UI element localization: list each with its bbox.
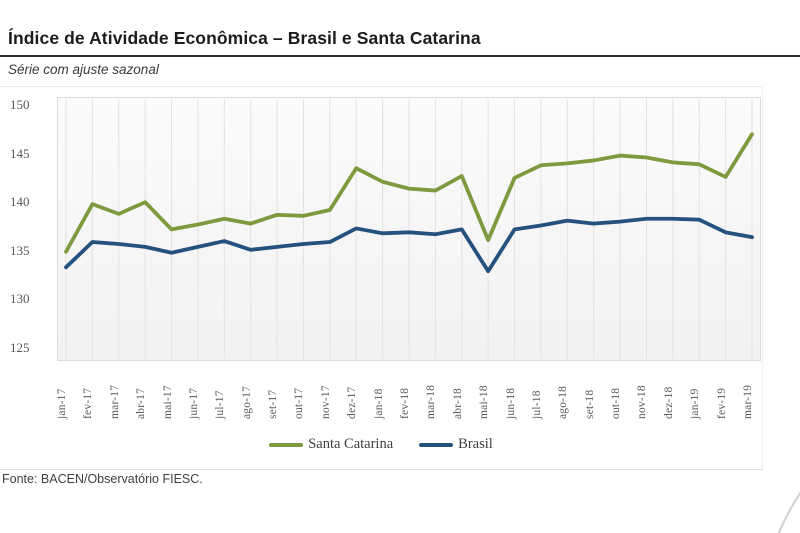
decorative-arc — [760, 390, 800, 533]
y-axis-label: 125 — [10, 339, 30, 355]
x-axis-label: mar-19 — [742, 384, 754, 419]
legend-label: Santa Catarina — [308, 436, 394, 452]
page-title: Índice de Atividade Econômica – Brasil e… — [8, 28, 481, 48]
x-axis-label: ago-18 — [557, 385, 570, 419]
chart-region: 150 145 140 135 130 125 jan-17 fev-17 mar-17 abr… — [0, 86, 763, 470]
x-axis-label: jan-19 — [689, 388, 702, 419]
x-axis-label: jul-17 — [214, 390, 227, 419]
page-subtitle: Série com ajuste sazonal — [8, 62, 159, 77]
series-line-santa-catarina — [64, 132, 754, 254]
x-axis-label: jul-18 — [530, 390, 543, 419]
x-axis-label: abr-17 — [135, 388, 148, 419]
x-axis-label: fev-18 — [399, 387, 411, 419]
x-axis-label: mai-18 — [478, 385, 491, 419]
line-swatch-icon — [419, 442, 454, 447]
x-axis-label: fev-19 — [715, 387, 728, 419]
x-axis-label: nov-18 — [636, 385, 649, 419]
x-axis-label: out-17 — [293, 387, 306, 419]
x-axis-label: abr-18 — [451, 388, 464, 419]
x-axis-label: jan-18 — [372, 388, 385, 419]
legend-label: Brasil — [458, 436, 493, 452]
x-axis-label: jun-17 — [187, 387, 200, 419]
x-axis-label: mar-18 — [425, 384, 438, 419]
x-axis-label: jun-18 — [504, 387, 517, 419]
x-axis-label: set-17 — [267, 389, 280, 419]
y-axis-label: 140 — [10, 194, 30, 210]
x-axis-label: ago-17 — [240, 385, 253, 419]
title-divider — [0, 55, 800, 57]
legend-item-brasil: Brasil — [419, 436, 493, 453]
legend: Santa Catarina Brasil — [0, 436, 762, 453]
x-axis-label: jan-17 — [56, 388, 68, 419]
x-axis-label: set-18 — [583, 389, 596, 419]
series-line-brasil — [64, 216, 754, 274]
x-axis-label: dez-18 — [662, 386, 675, 420]
source-text: Fonte: BACEN/Observatório FIESC. — [2, 472, 203, 486]
x-axis-label: nov-17 — [319, 385, 332, 419]
x-axis-label: fev-17 — [82, 387, 95, 419]
line-swatch-icon — [269, 442, 304, 447]
x-axis-label: mai-17 — [161, 385, 174, 419]
x-axis-label: dez-17 — [346, 386, 359, 420]
x-axis-label: mar-17 — [108, 384, 121, 419]
y-axis-label: 145 — [10, 145, 30, 161]
plot-area — [57, 97, 761, 361]
y-axis-label: 130 — [10, 291, 30, 307]
y-axis-label: 135 — [10, 242, 30, 258]
plot-svg — [64, 99, 754, 359]
x-axis-label: out-18 — [610, 387, 623, 419]
legend-item-santa-catarina: Santa Catarina — [269, 436, 393, 453]
y-axis-label: 150 — [10, 97, 30, 112]
